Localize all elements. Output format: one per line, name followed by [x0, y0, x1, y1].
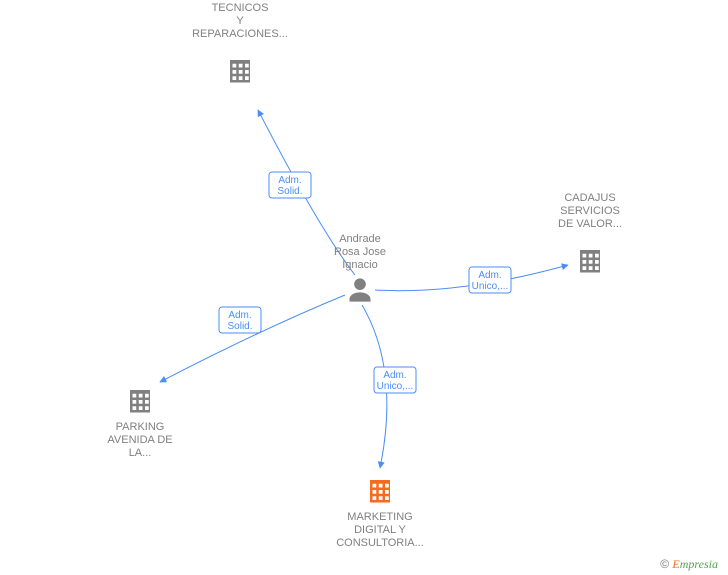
watermark: © Empresia [660, 557, 718, 571]
node-label: PARKINGAVENIDA DELA... [107, 421, 172, 459]
building-icon [130, 390, 150, 413]
edge-label: Adm.Solid. [227, 310, 252, 332]
building-icon [230, 60, 250, 83]
node-marketing[interactable]: MARKETINGDIGITAL YCONSULTORIA... [336, 480, 424, 549]
edge-label: Adm.Solid. [277, 175, 302, 197]
node-tecnicos[interactable]: TECNICOSYREPARACIONES... [192, 2, 288, 83]
node-cadajus[interactable]: CADAJUSSERVICIOSDE VALOR... [558, 192, 622, 273]
person-icon [350, 278, 371, 301]
node-label: MARKETINGDIGITAL YCONSULTORIA... [336, 511, 424, 549]
node-label: CADAJUSSERVICIOSDE VALOR... [558, 192, 622, 230]
node-label: TECNICOSYREPARACIONES... [192, 2, 288, 40]
svg-text:© Empresia: © Empresia [660, 557, 718, 571]
center-label: AndradeRosa JoseIgnacio [334, 233, 386, 271]
edge-cadajus: Adm.Unico,... [375, 265, 568, 293]
building-icon [370, 480, 390, 503]
edge-parking: Adm.Solid. [160, 295, 345, 382]
edge-marketing: Adm.Unico,... [362, 305, 416, 468]
center-node[interactable]: AndradeRosa JoseIgnacio [334, 233, 386, 302]
building-icon [580, 250, 600, 273]
node-parking[interactable]: PARKINGAVENIDA DELA... [107, 390, 172, 459]
